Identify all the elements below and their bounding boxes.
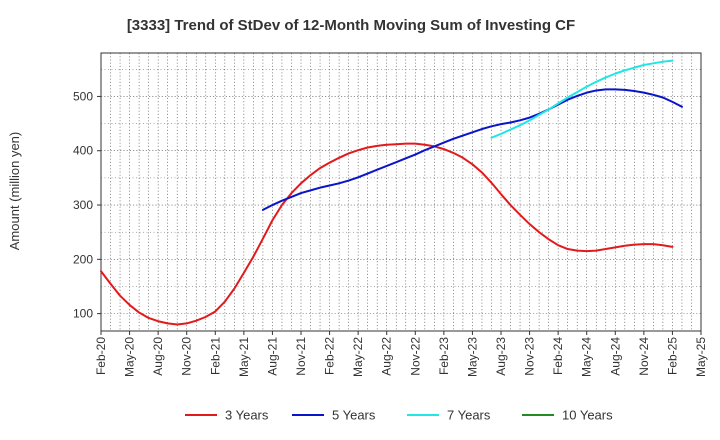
- x-tick-label: May-24: [580, 337, 594, 377]
- x-tick-label: May-20: [123, 337, 137, 377]
- x-tick-label: Nov-23: [523, 337, 537, 376]
- y-tick-label: 200: [73, 252, 93, 266]
- x-tick-label: Nov-22: [408, 337, 422, 376]
- y-axis-label: Amount (million yen): [7, 132, 22, 251]
- x-tick-label: May-21: [237, 337, 251, 377]
- series-line-5-years: [261, 88, 683, 211]
- x-tick-label: Feb-20: [94, 337, 108, 375]
- x-tick-label: May-22: [351, 337, 365, 377]
- x-tick-label: Aug-22: [380, 337, 394, 376]
- y-tick-label: 300: [73, 198, 93, 212]
- x-tick-label: May-25: [694, 337, 708, 377]
- y-tick-label: 100: [73, 307, 93, 321]
- x-tick-label: Aug-21: [265, 337, 279, 376]
- x-tick-label: May-23: [465, 337, 479, 377]
- x-tick-label: Aug-20: [151, 337, 165, 376]
- plot-area: 100 200 300 400 500 Feb-20 May-20 Aug-20 Nov-20 F…: [73, 52, 708, 377]
- x-tick-label: Nov-20: [180, 337, 194, 376]
- legend-label: 7 Years: [447, 408, 491, 423]
- x-tick-label: Aug-24: [608, 337, 622, 376]
- series-line-3-years: [100, 142, 674, 326]
- plot-frame: [100, 52, 702, 332]
- x-tick-label: Aug-23: [494, 337, 508, 376]
- series-line-7-years: [490, 59, 674, 139]
- legend-label: 10 Years: [562, 408, 613, 423]
- x-tick-label: Feb-25: [665, 337, 679, 375]
- legend-label: 5 Years: [332, 408, 376, 423]
- x-tick-label: Feb-23: [437, 337, 451, 375]
- chart-title: [3333] Trend of StDev of 12-Month Moving…: [127, 17, 575, 34]
- y-tick-label: 500: [73, 89, 93, 103]
- x-tick-label: Feb-21: [208, 337, 222, 375]
- legend: 3 Years 5 Years 7 Years 10 Years: [185, 408, 613, 423]
- y-tick-label: 400: [73, 144, 93, 158]
- x-tick-label: Feb-22: [323, 337, 337, 375]
- x-tick-label: Feb-24: [551, 337, 565, 375]
- plot-background: [101, 53, 701, 331]
- x-tick-label: Nov-21: [294, 337, 308, 376]
- legend-label: 3 Years: [225, 408, 269, 423]
- x-tick-label: Nov-24: [637, 337, 651, 376]
